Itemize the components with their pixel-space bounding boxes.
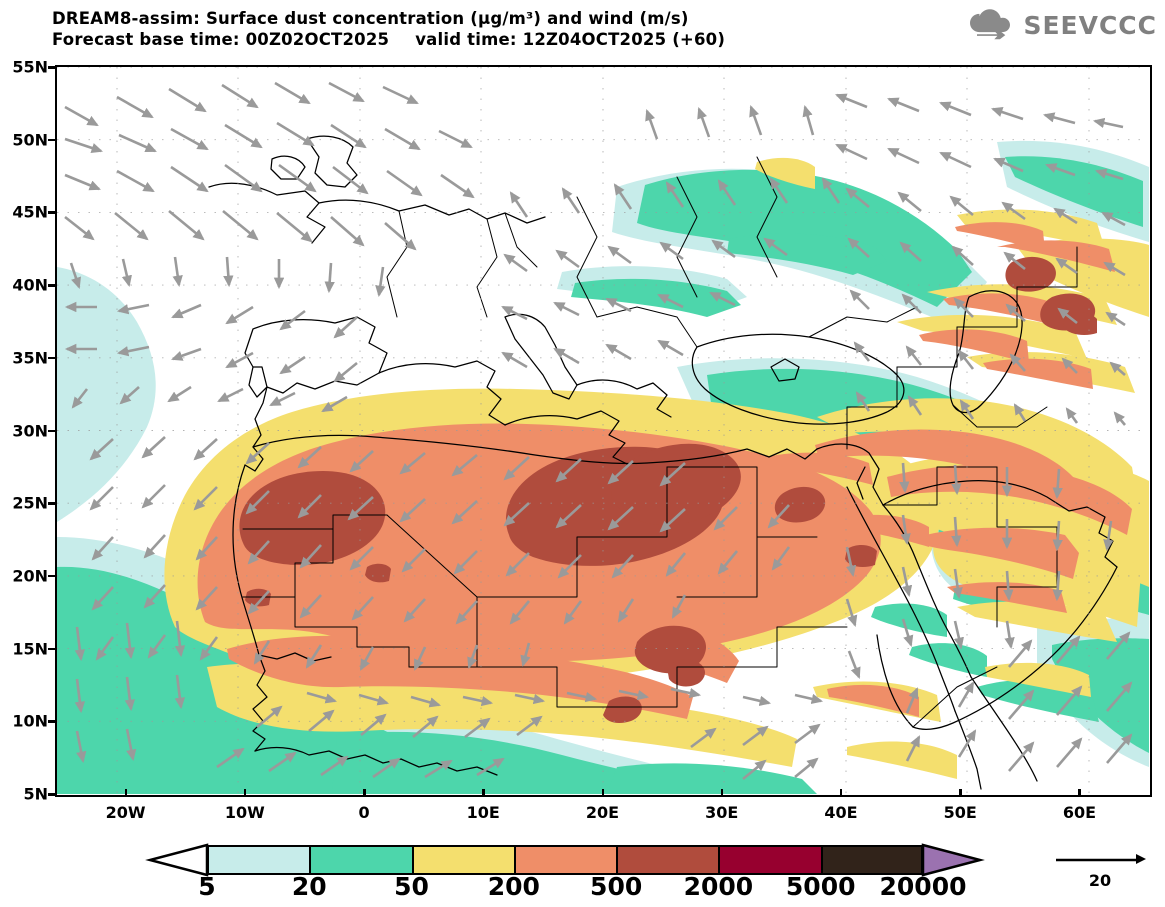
colorbar-tick-label: 5000 xyxy=(785,872,856,901)
lat-tick-label: 5N xyxy=(23,784,48,804)
colorbar-divider xyxy=(513,845,516,875)
lat-tick xyxy=(48,138,56,142)
lon-tick xyxy=(601,789,604,797)
lat-tick-label: 45N xyxy=(12,202,48,222)
colorbar-band xyxy=(718,845,821,875)
colorbar-band xyxy=(207,845,310,875)
colorbar-tick-label: 5 xyxy=(198,872,216,901)
lat-tick-label: 50N xyxy=(12,130,48,150)
colorbar-tick-label: 2000 xyxy=(683,872,754,901)
lat-tick xyxy=(48,793,56,796)
lon-tick-label: 20E xyxy=(585,803,620,822)
lat-tick-label: 25N xyxy=(12,493,48,513)
colorbar-tick-label: 200 xyxy=(487,872,540,901)
wind-reference-scale: 20 xyxy=(1052,851,1148,890)
lon-tick xyxy=(482,789,485,797)
colorbar-divider xyxy=(616,845,619,875)
colorbar-divider xyxy=(309,845,312,875)
colorbar-divider xyxy=(411,845,414,875)
map-canvas xyxy=(57,67,1149,794)
chart-header: DREAM8-assim: Surface dust concentration… xyxy=(52,8,952,50)
lat-tick-label: 35N xyxy=(12,348,48,368)
lat-tick xyxy=(48,502,56,505)
lon-tick-label: 10W xyxy=(224,803,265,822)
colorbar-band xyxy=(616,845,719,875)
lat-tick-label: 15N xyxy=(12,639,48,659)
base-time-label: Forecast base time: 00Z02OCT2025 xyxy=(52,30,390,49)
time-info: Forecast base time: 00Z02OCT2025 valid ti… xyxy=(52,29,952,50)
lon-tick xyxy=(363,789,366,797)
lon-tick-label: 0 xyxy=(358,803,370,822)
lat-tick-label: 10N xyxy=(12,711,48,731)
colorbar-tick-label: 20 xyxy=(291,872,327,901)
forecast-map[interactable] xyxy=(55,65,1152,797)
seevccc-logo: SEEVCCC xyxy=(966,8,1157,42)
lon-tick-label: 30E xyxy=(705,803,739,822)
lat-tick-label: 40N xyxy=(12,275,48,295)
page-title: DREAM8-assim: Surface dust concentration… xyxy=(52,9,689,28)
lat-tick xyxy=(48,647,56,651)
lon-tick xyxy=(243,789,247,797)
cloud-icon xyxy=(970,9,1011,40)
lon-tick-label: 50E xyxy=(943,803,977,822)
colorbar-band xyxy=(411,845,514,875)
colorbar[interactable] xyxy=(145,843,985,877)
colorbar-band xyxy=(309,845,412,875)
colorbar-divider xyxy=(820,845,823,875)
lat-tick xyxy=(48,429,56,432)
wind-vector-field xyxy=(64,81,1133,781)
colorbar-divider xyxy=(718,845,721,875)
lon-tick xyxy=(124,789,128,797)
lat-tick xyxy=(48,720,56,723)
lat-tick xyxy=(48,66,56,69)
colorbar-tick-label: 50 xyxy=(394,872,429,901)
lat-tick-label: 30N xyxy=(12,421,48,440)
lon-tick-label: 20W xyxy=(105,803,146,822)
lon-tick xyxy=(720,789,724,797)
valid-time-label: valid time: 12Z04OCT2025 (+60) xyxy=(415,30,726,49)
colorbar-over-cap xyxy=(921,843,985,877)
lat-tick xyxy=(48,211,56,214)
lon-tick-label: 40E xyxy=(824,803,858,822)
lon-tick xyxy=(839,789,843,797)
wind-arrow-icon xyxy=(1056,854,1146,864)
lon-tick-label: 10E xyxy=(466,803,500,822)
lat-tick xyxy=(48,574,56,578)
colorbar-tick-label: 20000 xyxy=(879,872,967,901)
lon-tick xyxy=(1078,789,1081,797)
colorbar-band xyxy=(820,845,923,875)
lon-tick xyxy=(959,789,962,797)
colorbar-divider xyxy=(921,845,923,875)
logo-text: SEEVCCC xyxy=(1023,10,1157,40)
lat-tick-label: 55N xyxy=(12,57,48,77)
colorbar-under-cap xyxy=(145,843,209,877)
colorbar-band xyxy=(513,845,617,875)
lon-tick-label: 60E xyxy=(1062,803,1097,822)
wind-reference-label: 20 xyxy=(1088,871,1112,890)
lat-tick-label: 20N xyxy=(12,566,48,586)
colorbar-tick-label: 500 xyxy=(590,872,643,901)
colorbar-divider xyxy=(207,845,209,875)
lat-tick xyxy=(48,284,56,287)
lat-tick xyxy=(48,356,56,360)
